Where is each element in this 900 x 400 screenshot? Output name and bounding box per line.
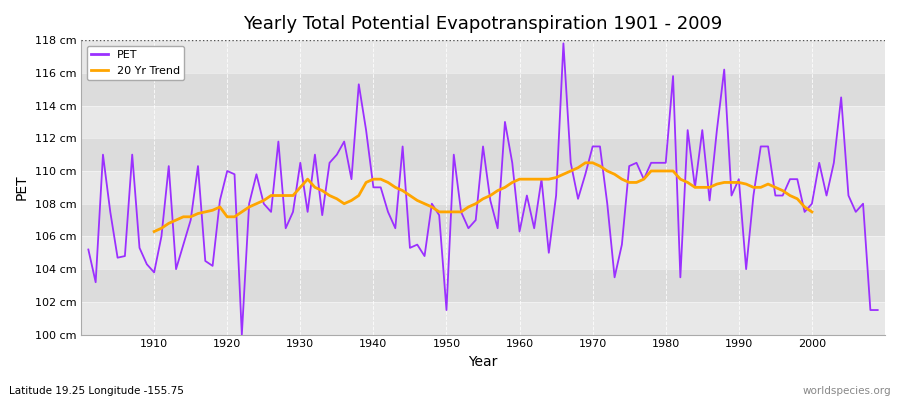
Bar <box>81 40 885 73</box>
X-axis label: Year: Year <box>468 355 498 369</box>
PET <box>616 242 627 247</box>
PET <box>237 332 248 337</box>
Y-axis label: PET: PET <box>15 174 29 200</box>
PET <box>354 82 364 87</box>
Legend: PET, 20 Yr Trend: PET, 20 Yr Trend <box>86 46 184 80</box>
Line: PET: PET <box>88 43 878 334</box>
PET <box>514 229 525 234</box>
Line: 20 Yr Trend: 20 Yr Trend <box>154 163 812 232</box>
Bar <box>81 236 885 269</box>
Bar <box>81 269 885 302</box>
Title: Yearly Total Potential Evapotranspiration 1901 - 2009: Yearly Total Potential Evapotranspiratio… <box>243 15 723 33</box>
20 Yr Trend <box>792 196 803 201</box>
Text: worldspecies.org: worldspecies.org <box>803 386 891 396</box>
Bar <box>81 138 885 171</box>
20 Yr Trend <box>230 214 240 219</box>
PET <box>521 193 532 198</box>
20 Yr Trend <box>148 229 159 234</box>
20 Yr Trend <box>302 177 313 182</box>
Bar <box>81 302 885 334</box>
20 Yr Trend <box>712 182 723 186</box>
20 Yr Trend <box>806 210 817 214</box>
PET <box>558 41 569 46</box>
Bar <box>81 171 885 204</box>
Bar <box>81 106 885 138</box>
20 Yr Trend <box>580 160 590 165</box>
20 Yr Trend <box>317 188 328 193</box>
Text: Latitude 19.25 Longitude -155.75: Latitude 19.25 Longitude -155.75 <box>9 386 184 396</box>
Bar <box>81 204 885 236</box>
PET <box>83 247 94 252</box>
Bar <box>81 73 885 106</box>
PET <box>310 152 320 157</box>
PET <box>141 262 152 267</box>
20 Yr Trend <box>799 204 810 209</box>
PET <box>872 308 883 312</box>
